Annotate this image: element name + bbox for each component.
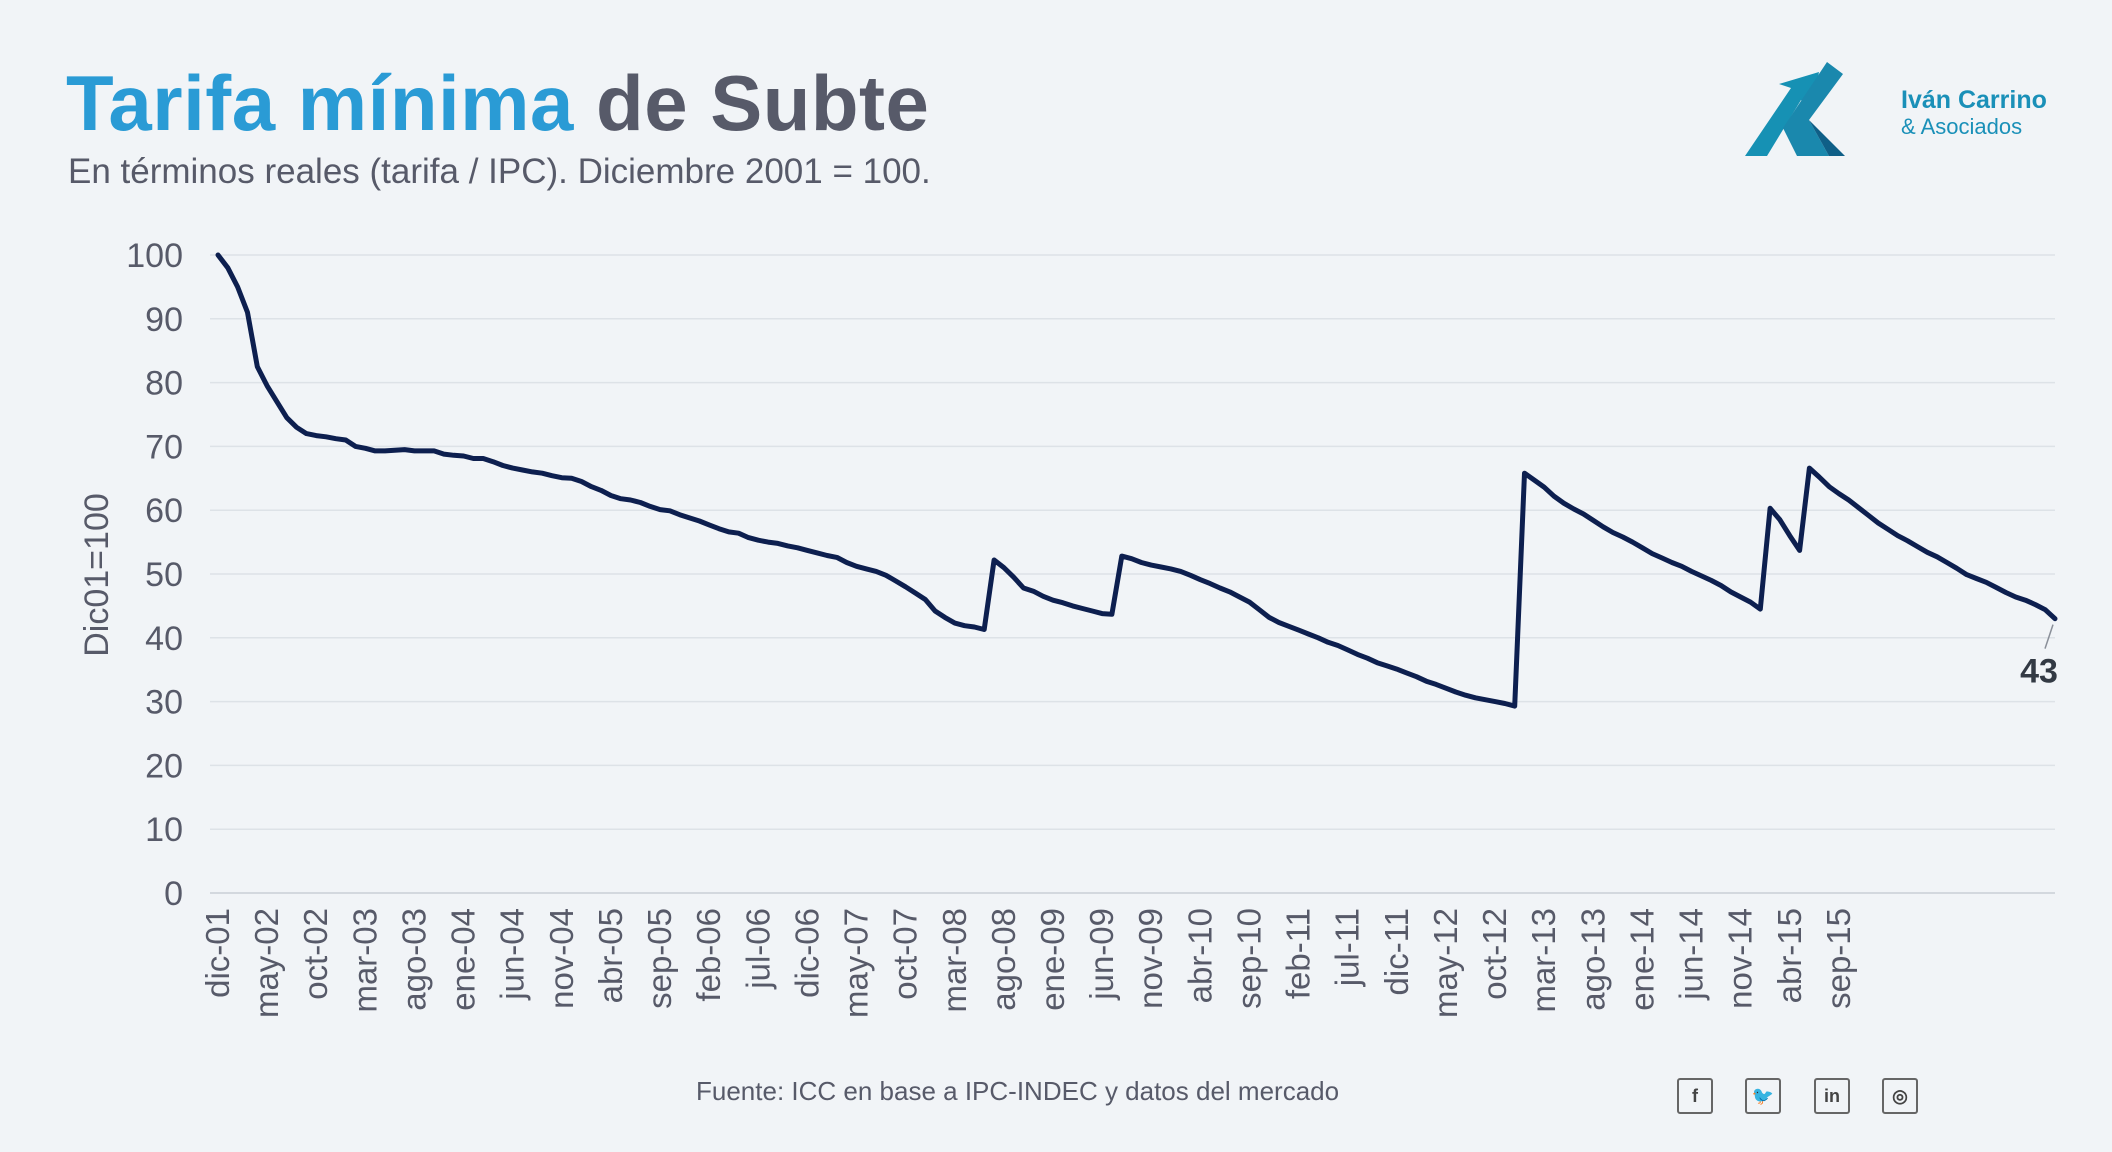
page-subtitle: En términos reales (tarifa / IPC). Dicie…	[68, 152, 931, 191]
y-tick-label: 90	[145, 301, 183, 339]
x-tick-label: jun-14	[1673, 908, 1710, 1001]
y-tick-label: 70	[145, 428, 183, 466]
x-tick-label: jul-11	[1329, 908, 1366, 987]
y-tick-label: 30	[145, 684, 183, 722]
page-title: Tarifa mínima de Subte	[66, 58, 929, 149]
x-axis-ticks: dic-01 may-02 oct-02 mar-03 ago-03 ene-04 jun-…	[199, 908, 1857, 1018]
facebook-icon[interactable]: f	[1677, 1078, 1713, 1114]
x-tick-label: jun-04	[494, 908, 531, 1001]
x-tick-label: oct-07	[887, 908, 924, 1000]
x-tick-label: may-12	[1427, 908, 1464, 1018]
x-tick-label: abr-10	[1181, 908, 1218, 1003]
y-tick-label: 50	[145, 556, 183, 594]
x-tick-label: feb-06	[690, 908, 727, 1002]
y-tick-label: 40	[145, 620, 183, 658]
last-value-label: 43	[2020, 653, 2058, 691]
brand-logo: Iván Carrino & Asociados	[1745, 58, 2065, 168]
x-tick-label: dic-06	[788, 908, 825, 998]
x-tick-label: mar-08	[936, 908, 973, 1013]
x-tick-label: ago-08	[985, 908, 1022, 1011]
x-tick-label: feb-11	[1280, 908, 1317, 999]
x-tick-label: ago-13	[1574, 908, 1611, 1011]
x-tick-label: jul-06	[739, 908, 776, 990]
x-tick-label: ene-04	[445, 908, 482, 1011]
x-tick-label: nov-04	[543, 908, 580, 1009]
x-tick-label: dic-01	[199, 908, 236, 998]
y-axis-ticks: 0 10 20 30 40 50 60 70 80 90 100	[126, 237, 183, 913]
x-tick-label: oct-02	[297, 908, 334, 1000]
chart-grid	[210, 254, 2055, 894]
brand-subname: & Asociados	[1901, 114, 2023, 139]
y-tick-label: 10	[145, 811, 183, 849]
brand-logo-icon	[1745, 62, 1845, 156]
title-rest: de Subte	[596, 59, 930, 147]
y-tick-label: 60	[145, 492, 183, 530]
x-tick-label: sep-10	[1230, 908, 1267, 1009]
x-tick-label: nov-09	[1132, 908, 1169, 1009]
y-tick-label: 0	[164, 875, 183, 913]
x-tick-label: ago-03	[395, 908, 432, 1011]
x-tick-label: may-02	[248, 908, 285, 1018]
title-accent: Tarifa mínima	[66, 59, 574, 147]
x-tick-label: oct-12	[1476, 908, 1513, 1000]
x-tick-label: ene-14	[1623, 908, 1660, 1011]
x-tick-label: abr-15	[1771, 908, 1808, 1003]
y-axis-label: Dic01=100	[78, 493, 116, 657]
x-tick-label: dic-11	[1378, 908, 1415, 995]
x-tick-label: abr-05	[592, 908, 629, 1003]
x-tick-label: nov-14	[1722, 908, 1759, 1009]
y-tick-label: 100	[126, 237, 183, 275]
x-tick-label: jun-09	[1083, 908, 1120, 1001]
twitter-icon[interactable]: 🐦	[1745, 1078, 1781, 1114]
x-tick-label: ene-09	[1034, 908, 1071, 1011]
brand-name: Iván Carrino	[1901, 86, 2047, 114]
last-value-leader	[2044, 624, 2054, 649]
y-tick-label: 80	[145, 365, 183, 403]
source-note: Fuente: ICC en base a IPC-INDEC y datos …	[696, 1076, 1340, 1106]
x-tick-label: sep-15	[1820, 908, 1857, 1009]
y-tick-label: 20	[145, 747, 183, 785]
x-tick-label: sep-05	[641, 908, 678, 1009]
linkedin-icon[interactable]: in	[1814, 1078, 1850, 1114]
x-tick-label: mar-13	[1525, 908, 1562, 1013]
x-tick-label: mar-03	[346, 908, 383, 1013]
instagram-icon[interactable]: ◎	[1882, 1078, 1918, 1114]
x-tick-label: may-07	[838, 908, 875, 1018]
series-line	[215, 252, 2058, 709]
